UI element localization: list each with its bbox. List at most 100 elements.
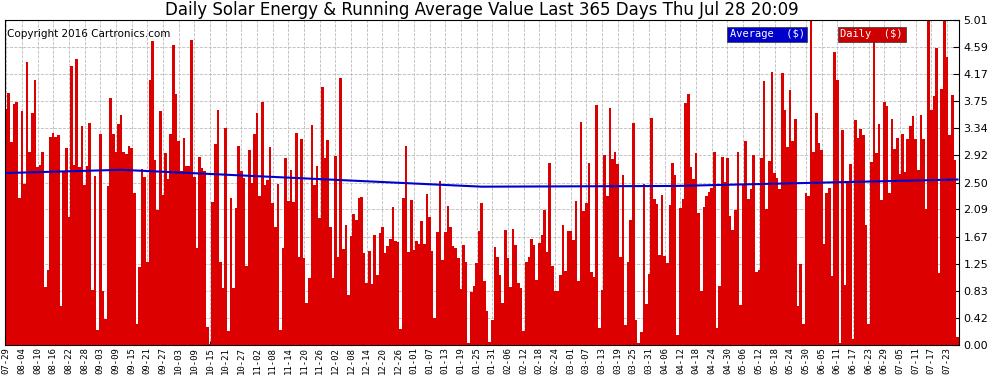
Bar [899,174,901,345]
Bar [496,257,499,345]
Bar [878,124,880,345]
Bar [533,245,536,345]
Bar [530,239,533,345]
Bar [123,152,125,345]
Bar [692,179,695,345]
Bar [148,80,151,345]
Bar [854,120,856,345]
Text: Average  ($): Average ($) [730,29,805,39]
Bar [666,262,668,345]
Bar [943,20,945,345]
Bar [62,172,65,345]
Bar [303,258,305,345]
Bar [426,194,429,345]
Bar [421,221,423,345]
Bar [595,105,598,345]
Bar [370,285,373,345]
Bar [196,248,198,345]
Bar [849,164,851,345]
Bar [930,110,933,345]
Bar [632,123,635,345]
Bar [896,138,899,345]
Bar [230,198,233,345]
Bar [488,342,491,345]
Bar [206,327,209,345]
Bar [768,162,770,345]
Bar [690,167,692,345]
Bar [617,164,619,345]
Bar [778,189,781,345]
Bar [507,258,509,345]
Bar [227,331,230,345]
Bar [590,272,593,345]
Bar [39,165,42,345]
Bar [209,344,211,345]
Bar [31,112,34,345]
Bar [551,266,553,345]
Bar [363,253,365,345]
Bar [797,306,799,345]
Bar [250,183,253,345]
Bar [483,280,486,345]
Bar [893,149,896,345]
Bar [407,252,410,345]
Bar [784,110,786,345]
Bar [444,232,446,345]
Bar [569,231,572,345]
Bar [593,277,595,345]
Bar [117,124,120,345]
Bar [478,231,480,345]
Bar [211,202,214,345]
Bar [153,160,156,345]
Bar [625,325,627,345]
Bar [815,113,818,345]
Bar [96,330,99,345]
Bar [104,319,107,345]
Bar [225,128,227,345]
Bar [467,343,470,345]
Bar [794,119,797,345]
Bar [392,207,394,345]
Bar [956,337,958,345]
Bar [8,93,10,345]
Bar [548,163,551,345]
Bar [349,236,352,345]
Bar [515,245,517,345]
Bar [88,123,91,345]
Bar [843,285,846,345]
Bar [480,202,483,345]
Bar [313,185,316,345]
Bar [705,196,708,345]
Bar [365,284,368,345]
Bar [512,229,515,345]
Bar [721,157,724,345]
Bar [740,304,742,345]
Bar [588,164,590,345]
Bar [789,90,791,345]
Bar [650,117,653,345]
Bar [953,160,956,345]
Bar [826,193,828,345]
Bar [564,271,566,345]
Bar [606,196,609,345]
Bar [658,255,660,345]
Bar [18,198,21,345]
Bar [635,321,638,345]
Bar [859,129,862,345]
Bar [233,288,235,345]
Bar [308,278,311,345]
Bar [139,267,141,345]
Bar [319,218,321,345]
Bar [99,134,102,345]
Bar [828,188,831,345]
Bar [177,141,180,345]
Bar [951,95,953,345]
Bar [180,171,182,345]
Bar [276,184,279,345]
Bar [572,240,574,345]
Bar [327,140,329,345]
Bar [434,318,436,345]
Bar [75,59,78,345]
Bar [888,193,891,345]
Bar [864,225,867,345]
